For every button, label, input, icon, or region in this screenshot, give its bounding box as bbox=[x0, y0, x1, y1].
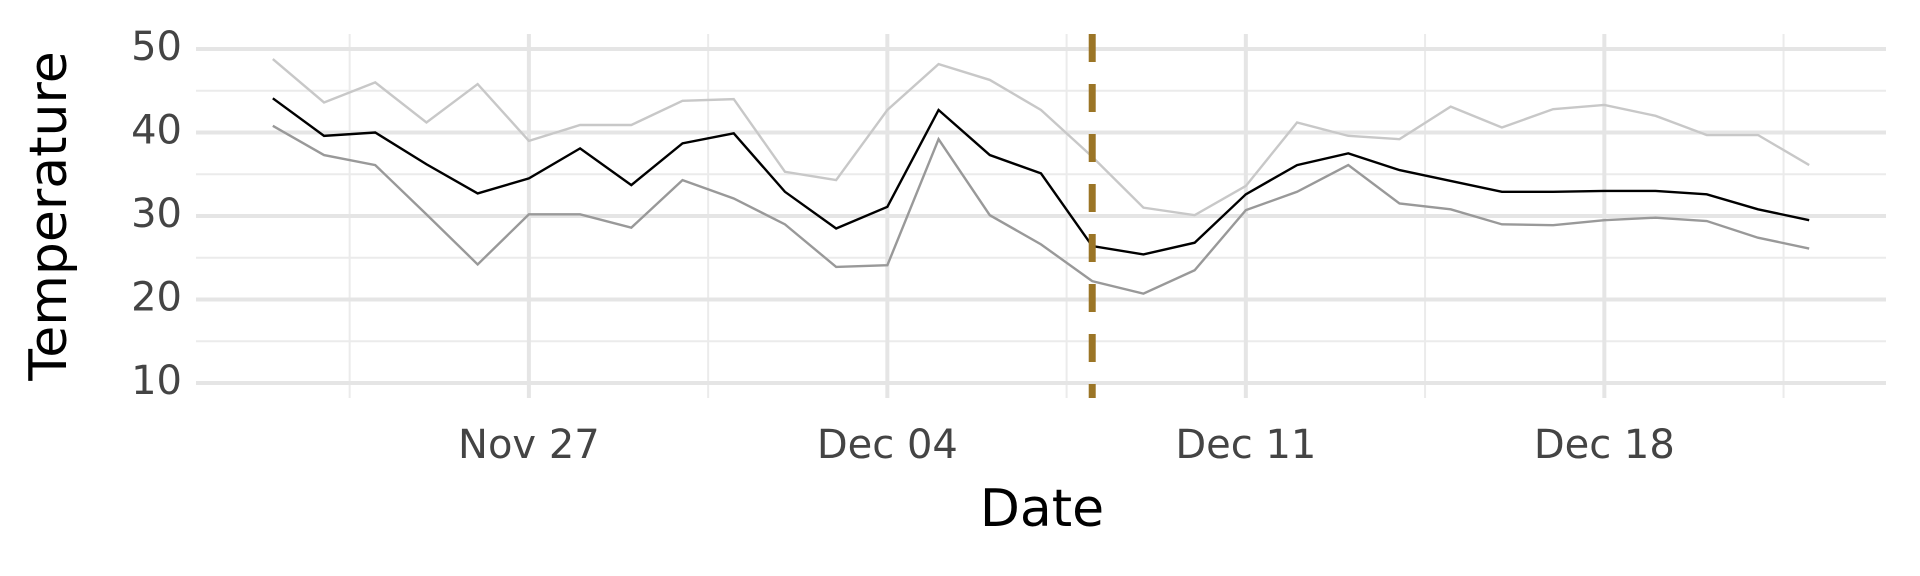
y-tick-label: 20 bbox=[131, 274, 182, 320]
y-tick-label: 40 bbox=[131, 108, 182, 154]
x-axis-title: Date bbox=[980, 479, 1104, 539]
y-axis-title: Temperature bbox=[19, 51, 79, 381]
y-tick-label: 30 bbox=[131, 191, 182, 237]
x-tick-label: Dec 18 bbox=[1534, 422, 1675, 468]
x-tick-label: Dec 11 bbox=[1175, 422, 1316, 468]
line-series bbox=[272, 97, 1810, 256]
line-series bbox=[272, 124, 1810, 295]
line-series bbox=[272, 58, 1810, 217]
x-tick-label: Nov 27 bbox=[458, 422, 600, 468]
y-tick-label: 10 bbox=[131, 358, 182, 404]
y-tick-label: 50 bbox=[131, 24, 182, 70]
x-tick-label: Dec 04 bbox=[817, 422, 958, 468]
